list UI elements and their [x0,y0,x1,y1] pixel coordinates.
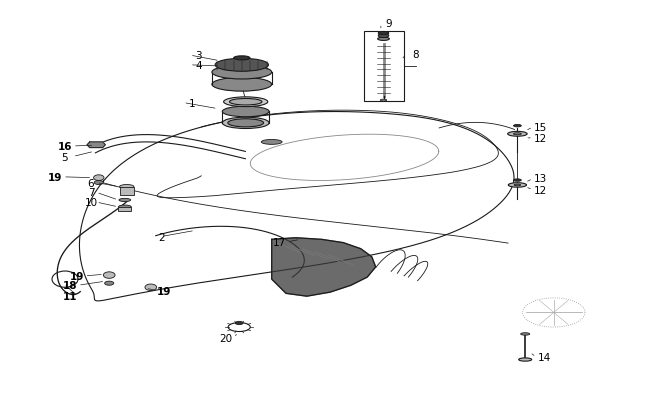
Ellipse shape [105,281,114,286]
Ellipse shape [145,284,157,291]
Ellipse shape [378,32,389,36]
Text: 13: 13 [534,174,547,184]
Polygon shape [272,238,376,296]
Text: 18: 18 [63,281,77,290]
Bar [118,207,131,211]
Ellipse shape [380,100,387,102]
Ellipse shape [227,119,264,128]
Bar [364,32,404,101]
Ellipse shape [514,179,521,182]
Ellipse shape [261,140,282,145]
Text: 5: 5 [62,152,68,162]
Ellipse shape [224,98,268,107]
Ellipse shape [234,57,250,61]
Bar [120,188,134,195]
Text: 1: 1 [188,98,195,108]
Ellipse shape [94,181,103,185]
Text: 14: 14 [538,352,551,362]
Text: 20: 20 [220,333,233,343]
Text: 4: 4 [195,61,202,70]
Ellipse shape [120,185,134,189]
Ellipse shape [378,34,389,38]
Ellipse shape [235,322,243,325]
Text: 8: 8 [413,50,419,60]
Ellipse shape [94,175,104,181]
Text: 19: 19 [157,286,171,296]
Text: 12: 12 [534,185,547,195]
Ellipse shape [212,66,272,80]
Text: 3: 3 [195,51,202,61]
Text: 7: 7 [88,188,94,197]
Ellipse shape [514,125,521,128]
Text: 16: 16 [58,142,72,151]
Text: 9: 9 [385,19,392,29]
Ellipse shape [508,183,526,188]
Text: 10: 10 [84,198,98,207]
Ellipse shape [222,118,269,129]
Ellipse shape [118,206,131,209]
Text: 6: 6 [88,178,94,188]
Ellipse shape [103,272,115,279]
Ellipse shape [222,107,269,117]
Ellipse shape [508,132,527,137]
Ellipse shape [514,185,521,186]
Polygon shape [87,143,105,148]
Text: 15: 15 [534,123,547,132]
Text: 19: 19 [70,271,84,281]
Text: 2: 2 [158,232,164,242]
Text: 12: 12 [534,134,547,143]
Ellipse shape [521,333,530,335]
Ellipse shape [215,59,268,72]
Text: 17: 17 [273,237,286,247]
Text: 11: 11 [63,292,77,301]
Text: 19: 19 [48,173,62,182]
Ellipse shape [212,78,272,92]
Ellipse shape [229,99,262,106]
Ellipse shape [119,199,131,202]
Ellipse shape [514,134,521,135]
Ellipse shape [378,38,389,41]
Ellipse shape [519,358,532,361]
